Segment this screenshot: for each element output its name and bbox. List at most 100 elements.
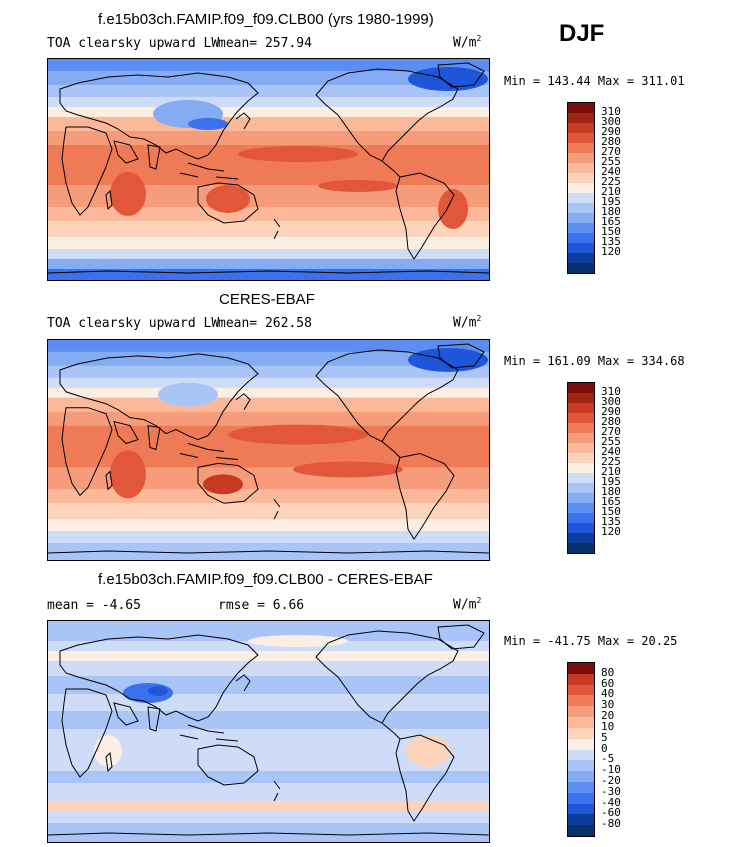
colorbar-swatch bbox=[568, 543, 594, 553]
colorbar-swatch bbox=[568, 663, 594, 674]
panel-1-map-svg bbox=[48, 59, 489, 280]
panel-3-rmse: rmse = 6.66 bbox=[218, 598, 305, 613]
colorbar-tick-label: 120 bbox=[601, 525, 621, 538]
colorbar-swatch bbox=[568, 233, 594, 243]
season-label: DJF bbox=[559, 20, 605, 47]
panel-2-map-svg bbox=[48, 340, 489, 560]
colorbar-swatch bbox=[568, 760, 594, 772]
colorbar-swatch bbox=[568, 706, 594, 718]
colorbar-swatch bbox=[568, 393, 594, 403]
colorbar-swatch bbox=[568, 717, 594, 728]
colorbar-tick-label: 210 bbox=[601, 465, 621, 478]
panel-1-unit: W/m2 bbox=[453, 34, 482, 51]
colorbar-tick-label: 280 bbox=[601, 415, 621, 428]
colorbar-swatch bbox=[568, 173, 594, 183]
colorbar-swatch bbox=[568, 473, 594, 483]
colorbar-tick-label: 240 bbox=[601, 165, 621, 178]
colorbar-tick-label: 150 bbox=[601, 225, 621, 238]
colorbar-tick-label: -60 bbox=[601, 806, 621, 820]
panel-1-minmax: Min = 143.44 Max = 311.01 bbox=[504, 74, 685, 88]
colorbar-swatch bbox=[568, 153, 594, 163]
colorbar-swatch bbox=[568, 727, 594, 739]
panel-3-field bbox=[48, 621, 489, 842]
colorbar-swatch bbox=[568, 103, 594, 113]
colorbar-tick-label: 255 bbox=[601, 435, 621, 448]
colorbar-tick-label: 40 bbox=[601, 687, 615, 701]
colorbar-tick-label: 270 bbox=[601, 425, 621, 438]
colorbar-tick-label: 165 bbox=[601, 495, 621, 508]
panel-1-field bbox=[48, 59, 489, 280]
colorbar-swatch bbox=[568, 803, 594, 815]
colorbar-tick-label: 135 bbox=[601, 235, 621, 248]
colorbar-tick-label: 225 bbox=[601, 175, 621, 188]
colorbar-tick-label: 30 bbox=[601, 698, 615, 712]
colorbar-tick-label: -5 bbox=[601, 752, 615, 766]
panel-3-mean: mean = -4.65 bbox=[47, 598, 141, 613]
colorbar-swatch bbox=[568, 453, 594, 463]
panel-1-left-label: TOA clearsky upward LW bbox=[47, 36, 220, 51]
panel-2-colorbar bbox=[567, 382, 595, 554]
colorbar-swatch bbox=[568, 133, 594, 143]
colorbar-swatch bbox=[568, 533, 594, 543]
colorbar-swatch bbox=[568, 483, 594, 493]
colorbar-swatch bbox=[568, 738, 594, 750]
colorbar-tick-label: 5 bbox=[601, 730, 608, 744]
colorbar-swatch bbox=[568, 825, 594, 836]
colorbar-tick-label: 165 bbox=[601, 215, 621, 228]
colorbar-tick-label: 195 bbox=[601, 475, 621, 488]
colorbar-swatch bbox=[568, 403, 594, 413]
colorbar-swatch bbox=[568, 243, 594, 253]
panel-2-title: CERES-EBAF bbox=[219, 291, 315, 308]
colorbar-swatch bbox=[568, 413, 594, 423]
colorbar-swatch bbox=[568, 123, 594, 133]
colorbar-tick-label: 180 bbox=[601, 485, 621, 498]
panel-3-colorbar bbox=[567, 662, 595, 837]
colorbar-swatch bbox=[568, 523, 594, 533]
colorbar-tick-label: 195 bbox=[601, 195, 621, 208]
colorbar-swatch bbox=[568, 183, 594, 193]
colorbar-swatch bbox=[568, 253, 594, 263]
colorbar-swatch bbox=[568, 695, 594, 707]
panel-2-unit: W/m2 bbox=[453, 314, 482, 331]
colorbar-tick-label: 255 bbox=[601, 155, 621, 168]
colorbar-tick-label: 300 bbox=[601, 395, 621, 408]
colorbar-tick-label: 135 bbox=[601, 515, 621, 528]
panel-3-unit: W/m2 bbox=[453, 596, 482, 613]
colorbar-tick-label: 300 bbox=[601, 115, 621, 128]
colorbar-tick-label: -10 bbox=[601, 763, 621, 777]
colorbar-swatch bbox=[568, 223, 594, 233]
colorbar-tick-label: 150 bbox=[601, 505, 621, 518]
panel-3-map bbox=[47, 620, 490, 843]
colorbar-swatch bbox=[568, 203, 594, 213]
panel-3-title: f.e15b03ch.FAMIP.f09_f09.CLB00 - CERES-E… bbox=[98, 571, 433, 588]
colorbar-tick-label: -30 bbox=[601, 784, 621, 798]
panel-1-map bbox=[47, 58, 490, 281]
colorbar-swatch bbox=[568, 673, 594, 685]
panel-3-colorbar-labels: 80 60 40 30 20 10 5 0 -5 -10 -20 -30 -40 -60 -80 bbox=[601, 662, 641, 837]
colorbar-tick-label: 80 bbox=[601, 665, 615, 679]
colorbar-tick-label: 280 bbox=[601, 135, 621, 148]
panel-3-map-svg bbox=[48, 621, 489, 842]
panel-2-field bbox=[48, 340, 489, 560]
panel-1-colorbar-labels: 310 300 290 280 270 255 240 225 210 195 180 165 150 1… bbox=[601, 102, 641, 274]
colorbar-swatch bbox=[568, 113, 594, 123]
colorbar-tick-label: 310 bbox=[601, 105, 621, 118]
colorbar-swatch bbox=[568, 513, 594, 523]
panel-2-minmax: Min = 161.09 Max = 334.68 bbox=[504, 354, 685, 368]
colorbar-tick-label: 20 bbox=[601, 709, 615, 723]
panel-1-mean: mean= 257.94 bbox=[218, 36, 312, 51]
colorbar-swatch bbox=[568, 814, 594, 826]
colorbar-swatch bbox=[568, 143, 594, 153]
colorbar-swatch bbox=[568, 463, 594, 473]
colorbar-swatch bbox=[568, 213, 594, 223]
colorbar-tick-label: 290 bbox=[601, 125, 621, 138]
colorbar-swatch bbox=[568, 193, 594, 203]
colorbar-swatch bbox=[568, 433, 594, 443]
colorbar-tick-label: -40 bbox=[601, 795, 621, 809]
colorbar-swatch bbox=[568, 263, 594, 273]
colorbar-tick-label: 180 bbox=[601, 205, 621, 218]
colorbar-tick-label: 60 bbox=[601, 676, 615, 690]
panel-1-title: f.e15b03ch.FAMIP.f09_f09.CLB00 (yrs 1980… bbox=[98, 11, 434, 28]
panel-2-colorbar-labels: 310 300 290 280 270 255 240 225 210 195 180 165 150 1… bbox=[601, 382, 641, 554]
colorbar-tick-label: 225 bbox=[601, 455, 621, 468]
